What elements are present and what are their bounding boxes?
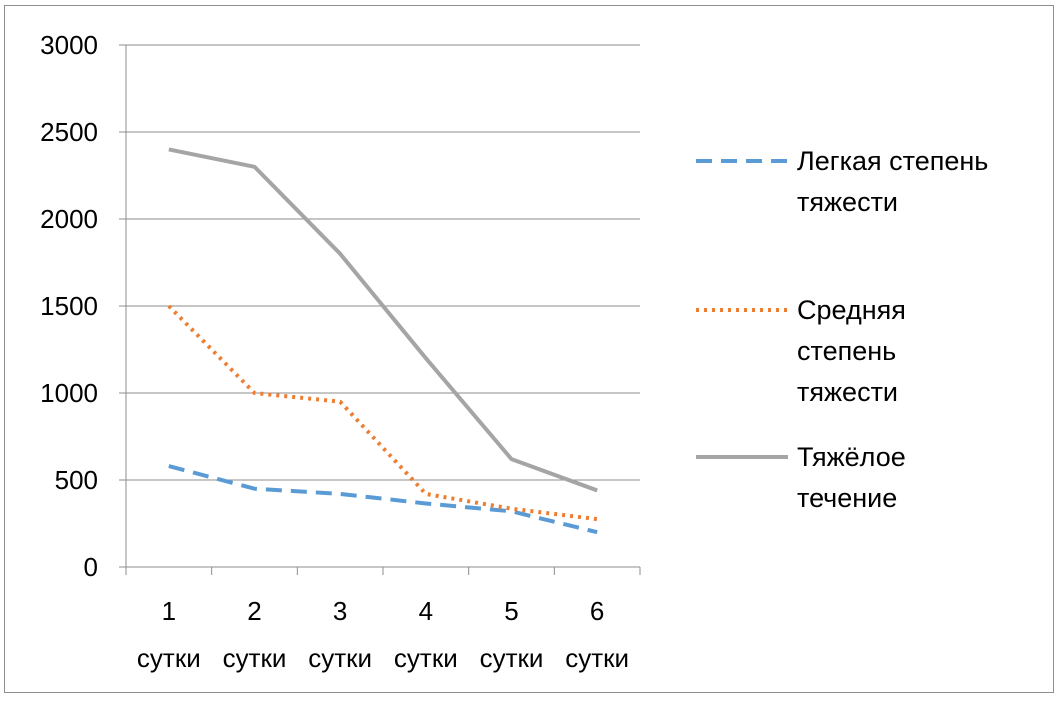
legend-label: тяжести <box>797 377 898 407</box>
x-tick-label: сутки <box>223 643 287 673</box>
x-tick-label: 5 <box>504 596 518 626</box>
y-tick-label: 1000 <box>40 378 98 408</box>
series-line-2 <box>167 304 598 522</box>
x-tick-label: 4 <box>419 596 433 626</box>
series-line-1 <box>168 464 598 535</box>
x-tick-label: сутки <box>394 643 458 673</box>
x-tick-label: 6 <box>590 596 604 626</box>
legend-label: Тяжёлое <box>797 442 906 472</box>
y-tick-label: 500 <box>55 465 98 495</box>
x-tick-label: сутки <box>480 643 544 673</box>
x-tick-label: сутки <box>137 643 201 673</box>
chart-frame <box>4 5 1054 693</box>
x-tick-label: 1 <box>162 596 176 626</box>
y-tick-label: 1500 <box>40 291 98 321</box>
x-tick-label: 3 <box>333 596 347 626</box>
legend-label: Легкая степень <box>797 146 988 176</box>
legend: Легкая степень тяжести Средняя степень тяжес… <box>696 146 988 513</box>
series-line-3 <box>168 147 598 493</box>
legend-label: Средняя <box>797 295 906 325</box>
legend-label: течение <box>797 483 897 513</box>
x-tick-label: 2 <box>247 596 261 626</box>
legend-label: степень <box>797 336 896 366</box>
gridlines <box>126 44 640 481</box>
y-tick-label: 2500 <box>40 117 98 147</box>
x-tick-label: сутки <box>308 643 372 673</box>
x-axis-tick-labels: 1 сутки 2 сутки 3 сутки 4 сутки 5 сутки 6 сутки <box>137 596 629 673</box>
y-tick-label: 2000 <box>40 204 98 234</box>
legend-label: тяжести <box>797 187 898 217</box>
y-axis-tick-labels: 0 500 1000 1500 2000 2500 3000 <box>40 30 98 582</box>
x-tick-label: сутки <box>565 643 629 673</box>
axes <box>119 44 641 575</box>
y-tick-label: 0 <box>84 552 98 582</box>
series-lines <box>167 147 598 535</box>
y-tick-label: 3000 <box>40 30 98 60</box>
